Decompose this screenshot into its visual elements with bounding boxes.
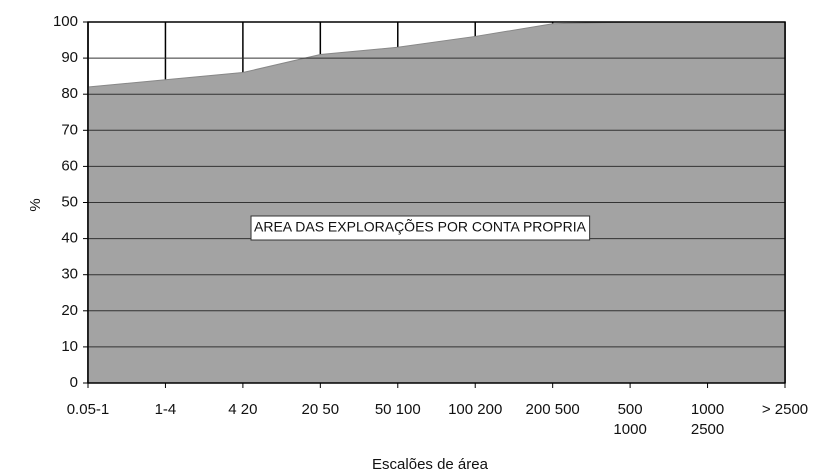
x-tick-label: 100 200: [448, 401, 502, 418]
x-tick-label-line: 20 50: [302, 401, 340, 418]
y-tick-label: 30: [61, 266, 78, 283]
x-tick-label-line: > 2500: [762, 401, 808, 418]
y-axis-label: %: [27, 198, 44, 211]
annotation-box: [250, 215, 591, 241]
x-tick-label-line: 1000: [613, 421, 646, 438]
x-tick-label: 500 1000: [613, 401, 646, 438]
x-tick-label-line: 50 100: [375, 401, 421, 418]
x-tick-label: > 2500: [762, 401, 808, 418]
y-tick-label: 10: [61, 338, 78, 355]
y-tick-label: 60: [61, 157, 78, 174]
x-tick-label: 4 20: [228, 401, 257, 418]
x-tick-label-line: 2500: [691, 421, 724, 438]
plot-frame: [87, 21, 786, 384]
y-tick-label: 0: [70, 374, 78, 391]
x-tick-label-line: 1-4: [155, 401, 177, 418]
x-tick-label-line: 1000: [691, 401, 724, 418]
y-tick-label: 100: [53, 13, 78, 30]
y-tick-label: 50: [61, 193, 78, 210]
x-tick-label: 20 50: [302, 401, 340, 418]
y-tick-label: 20: [61, 302, 78, 319]
x-tick-label-line: 200 500: [526, 401, 580, 418]
x-tick-label: 1-4: [155, 401, 177, 418]
x-tick-label-line: 0.05-1: [67, 401, 110, 418]
x-tick-label: 50 100: [375, 401, 421, 418]
y-tick-label: 80: [61, 85, 78, 102]
annotation: AREA DAS EXPLORAÇÕES POR CONTA PROPRIA: [254, 219, 587, 235]
x-tick-label-line: 100 200: [448, 401, 502, 418]
x-tick-label: 200 500: [526, 401, 580, 418]
x-tick-label-line: 4 20: [228, 401, 257, 418]
x-tick-label: 0.05-1: [67, 401, 110, 418]
x-tick-label-line: 500: [618, 401, 643, 418]
y-tick-label: 70: [61, 121, 78, 138]
y-tick-label: 90: [61, 49, 78, 66]
y-tick-label: 40: [61, 230, 78, 247]
x-axis-label: Escalões de área: [372, 456, 489, 473]
x-tick-label: 1000 2500: [691, 401, 724, 438]
